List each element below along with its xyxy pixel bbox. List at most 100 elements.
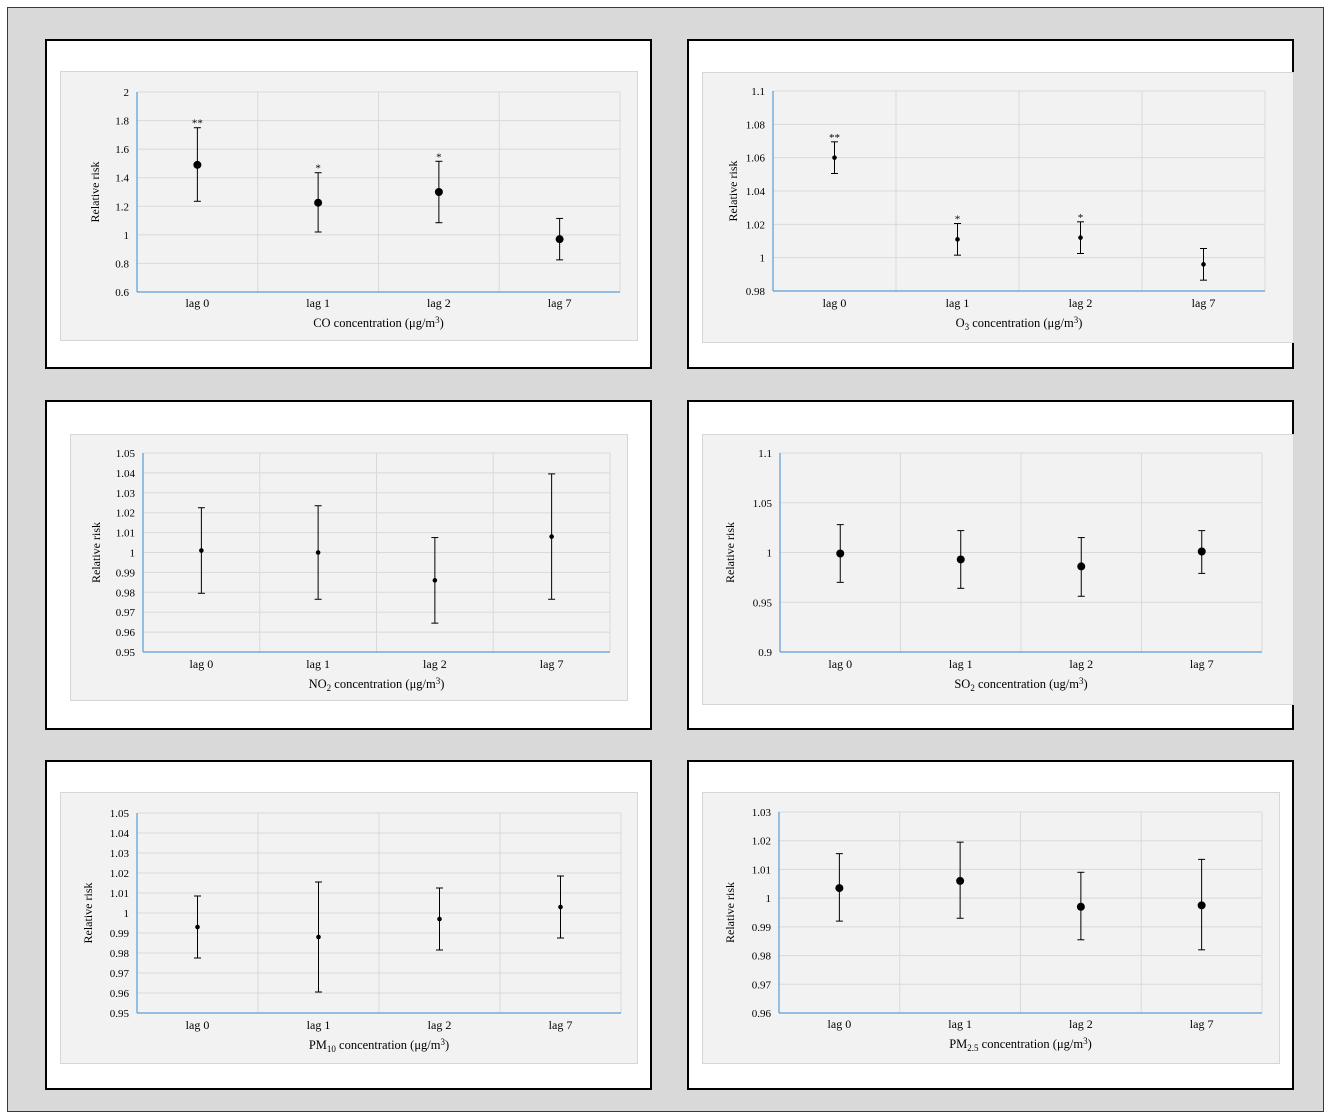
y-tick-label: 1.05	[116, 448, 136, 460]
x-tick-label: lag 1	[307, 1018, 331, 1032]
y-tick-label: 1.01	[752, 864, 771, 876]
y-tick-label: 0.9	[758, 647, 772, 659]
chart-pm25: 0.96 0.97 0.98 0.99 1 1.01 1.02 1.03 lag 0 lag 1 l…	[723, 807, 1263, 1053]
data-point	[555, 235, 564, 244]
y-tick-label: 1.04	[116, 468, 136, 480]
y-tick-label: 1.01	[110, 888, 129, 900]
y-tick-label: 1	[124, 230, 130, 242]
y-tick-label: 1	[766, 893, 772, 905]
x-tick-label: lag 7	[540, 657, 564, 671]
y-tick-label: 1.03	[752, 807, 772, 819]
chart-area-no2	[70, 434, 628, 701]
x-tick-label: lag 7	[1190, 1017, 1214, 1031]
data-point	[836, 549, 845, 558]
y-axis-label: Relative risk	[89, 522, 103, 583]
data-point	[193, 160, 202, 169]
y-axis-label: Relative risk	[726, 161, 740, 222]
y-tick-label: 0.6	[115, 287, 129, 299]
x-tick-label: lag 0	[828, 657, 852, 671]
y-tick-label: 1.02	[752, 836, 771, 848]
y-axis-label: Relative risk	[723, 882, 737, 943]
y-tick-label: 1.01	[116, 528, 135, 540]
data-point	[314, 198, 323, 207]
significance-marker: **	[829, 132, 840, 144]
x-tick-label: lag 7	[548, 296, 572, 310]
x-tick-label: lag 7	[1192, 296, 1216, 310]
x-tick-label: lag 7	[1190, 657, 1214, 671]
y-tick-label: 0.96	[110, 988, 130, 1000]
y-tick-label: 0.99	[116, 567, 136, 579]
x-tick-label: lag 2	[428, 1018, 452, 1032]
x-axis-label: SO2 concentration (ug/m3)	[954, 676, 1087, 693]
y-tick-label: 1.8	[115, 116, 129, 128]
y-tick-label: 0.95	[110, 1008, 130, 1020]
data-point	[432, 578, 438, 583]
chart-area-pm10	[60, 792, 638, 1064]
y-tick-label: 0.99	[752, 922, 772, 934]
y-tick-label: 1.06	[746, 153, 766, 165]
x-axis-label: O3 concentration (μg/m3)	[956, 315, 1083, 332]
significance-marker: *	[436, 151, 442, 163]
chart-no2: 0.95 0.96 0.97 0.98 0.99 1 1.01 1.02 1.03 1.04 1.0…	[89, 448, 611, 693]
y-tick-label: 1.04	[110, 828, 130, 840]
x-axis-label: PM10 concentration (μg/m3)	[309, 1037, 449, 1054]
chart-o3: 0.98 1 1.02 1.04 1.06 1.08 1.1 lag 0 lag 1 lag 2 l…	[726, 86, 1266, 332]
y-tick-label: 0.97	[752, 979, 772, 991]
data-point	[832, 155, 837, 160]
x-tick-label: lag 1	[306, 657, 330, 671]
y-tick-label: 0.97	[110, 968, 130, 980]
y-tick-label: 1.03	[110, 848, 130, 860]
data-point	[1197, 547, 1206, 556]
data-point	[1201, 262, 1206, 267]
chart-co: 0.6 0.8 1 1.2 1.4 1.6 1.8 2 lag 0 lag 1 lag 2 lag 7…	[88, 87, 621, 330]
y-tick-label: 1.02	[116, 508, 135, 520]
y-tick-label: 0.98	[116, 587, 136, 599]
y-tick-label: 0.97	[116, 607, 136, 619]
x-tick-label: lag 2	[427, 296, 451, 310]
y-axis-label: Relative risk	[81, 883, 95, 944]
x-tick-label: lag 2	[1069, 1017, 1093, 1031]
chart-panel-no2: 0.95 0.96 0.97 0.98 0.99 1 1.01 1.02 1.03 1.04 1.0…	[45, 400, 652, 730]
x-tick-label: lag 1	[949, 657, 973, 671]
y-tick-label: 0.95	[116, 647, 136, 659]
y-tick-label: 0.98	[752, 951, 772, 963]
x-tick-label: lag 2	[423, 657, 447, 671]
y-tick-label: 1.1	[758, 448, 772, 460]
y-tick-label: 1.04	[746, 186, 766, 198]
data-point	[955, 237, 960, 242]
chart-panel-pm25: 0.96 0.97 0.98 0.99 1 1.01 1.02 1.03 lag 0 lag 1 l…	[687, 760, 1294, 1090]
x-axis-label: NO2 concentration (μg/m3)	[309, 676, 445, 693]
data-point	[1077, 562, 1086, 571]
significance-marker: *	[315, 163, 321, 175]
y-tick-label: 1.05	[753, 498, 773, 510]
y-tick-label: 0.8	[115, 258, 129, 270]
y-tick-label: 1.4	[115, 173, 129, 185]
y-tick-label: 1	[760, 253, 766, 265]
y-tick-label: 1.05	[110, 808, 130, 820]
y-tick-label: 0.98	[110, 948, 130, 960]
y-tick-label: 1.6	[115, 144, 129, 156]
chart-panel-co: 0.6 0.8 1 1.2 1.4 1.6 1.8 2 lag 0 lag 1 lag 2 lag 7…	[45, 39, 652, 369]
significance-marker: **	[192, 118, 203, 130]
x-tick-label: lag 0	[190, 657, 214, 671]
significance-marker: *	[955, 214, 961, 226]
x-axis-label: PM2.5 concentration (μg/m3)	[949, 1036, 1092, 1053]
data-point	[956, 876, 965, 885]
x-tick-label: lag 2	[1069, 657, 1093, 671]
x-tick-label: lag 1	[948, 1017, 972, 1031]
y-tick-label: 0.99	[110, 928, 130, 940]
chart-panel-so2: 0.9 0.95 1 1.05 1.1 lag 0 lag 1 lag 2 lag 7 Relat…	[687, 400, 1294, 730]
x-tick-label: lag 2	[1069, 296, 1093, 310]
chart-pm10: 0.95 0.96 0.97 0.98 0.99 1 1.01 1.02 1.03 1.04 1.0…	[81, 808, 622, 1054]
x-tick-label: lag 0	[823, 296, 847, 310]
y-axis-label: Relative risk	[88, 162, 102, 223]
x-tick-label: lag 1	[946, 296, 970, 310]
data-point	[437, 916, 442, 922]
data-point	[195, 924, 200, 930]
data-point	[315, 550, 321, 555]
figure-background: 0.6 0.8 1 1.2 1.4 1.6 1.8 2 lag 0 lag 1 lag 2 lag 7…	[7, 7, 1324, 1112]
y-tick-label: 0.96	[752, 1008, 772, 1020]
data-point	[835, 884, 844, 893]
chart-area-so2	[702, 434, 1294, 705]
y-tick-label: 1.02	[746, 219, 765, 231]
